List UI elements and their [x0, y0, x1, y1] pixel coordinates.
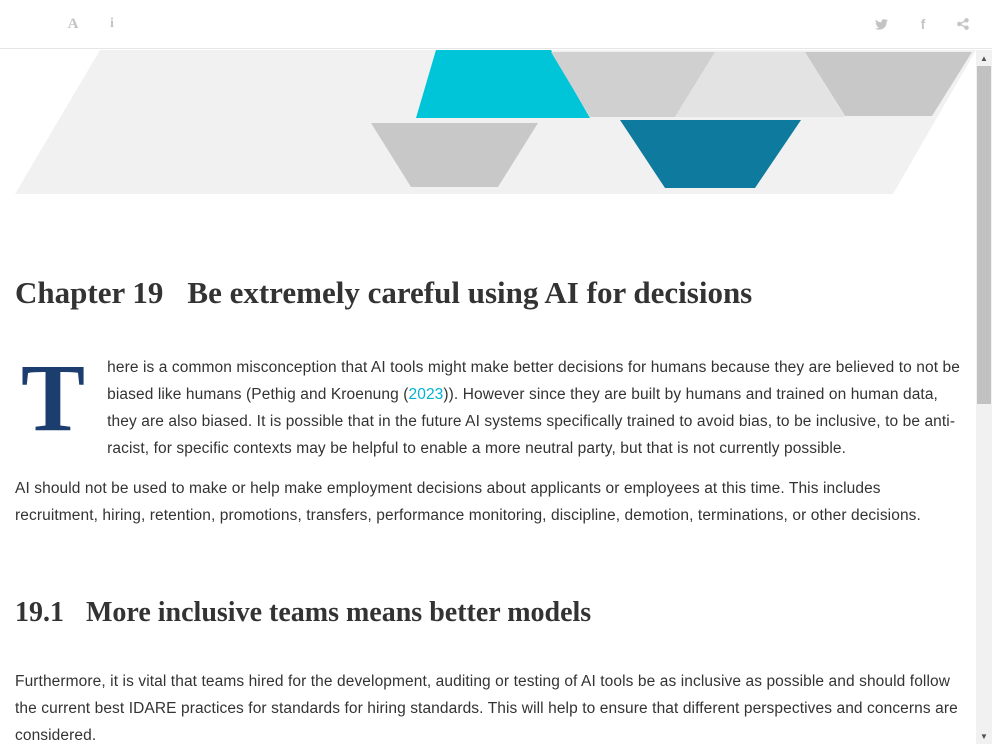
- twitter-bird-glyph: [874, 18, 888, 30]
- scrollbar-thumb[interactable]: [977, 66, 991, 404]
- book-content: Chapter 19 Be extremely careful using AI …: [0, 50, 976, 744]
- chapter-title-text: Be extremely careful using AI for decisi…: [187, 275, 753, 310]
- vertical-scrollbar[interactable]: ▲ ▼: [976, 50, 992, 744]
- scroll-up-arrow-icon[interactable]: ▲: [980, 53, 988, 63]
- banner-teal-shape: [620, 120, 801, 188]
- chapter-number: Chapter 19: [15, 275, 164, 310]
- intro-text-part2: )). However since they are built by huma…: [107, 386, 956, 457]
- citation-link[interactable]: 2023: [408, 386, 444, 403]
- section-number: 19.1: [15, 597, 64, 628]
- banner-gray-shape-2: [675, 52, 845, 117]
- chapter-banner-image: [15, 50, 976, 194]
- font-settings-icon[interactable]: A: [67, 15, 79, 32]
- banner-cyan-shape: [416, 50, 590, 118]
- intro-text-part1: here is a common misconception that AI t…: [107, 359, 960, 403]
- facebook-icon[interactable]: f: [920, 16, 926, 32]
- book-toolbar: A i f: [0, 0, 992, 49]
- scroll-down-arrow-icon[interactable]: ▼: [980, 731, 988, 741]
- employment-paragraph: AI should not be used to make or help ma…: [15, 480, 921, 524]
- section-title-text: More inclusive teams means better models: [86, 597, 592, 628]
- twitter-icon[interactable]: [869, 12, 893, 36]
- section-title: 19.1 More inclusive teams means better mo…: [15, 597, 591, 629]
- banner-gray-shape-4: [371, 123, 538, 187]
- chapter-title: Chapter 19 Be extremely careful using AI …: [15, 275, 752, 311]
- share-nodes-glyph: [957, 18, 969, 30]
- banner-gray-shape-3: [805, 52, 972, 116]
- info-icon[interactable]: i: [110, 16, 114, 31]
- banner-gray-shape-1: [551, 52, 715, 117]
- inclusive-teams-paragraph: Furthermore, it is vital that teams hire…: [15, 673, 958, 744]
- share-icon[interactable]: [951, 12, 975, 36]
- drop-cap: T: [21, 344, 86, 451]
